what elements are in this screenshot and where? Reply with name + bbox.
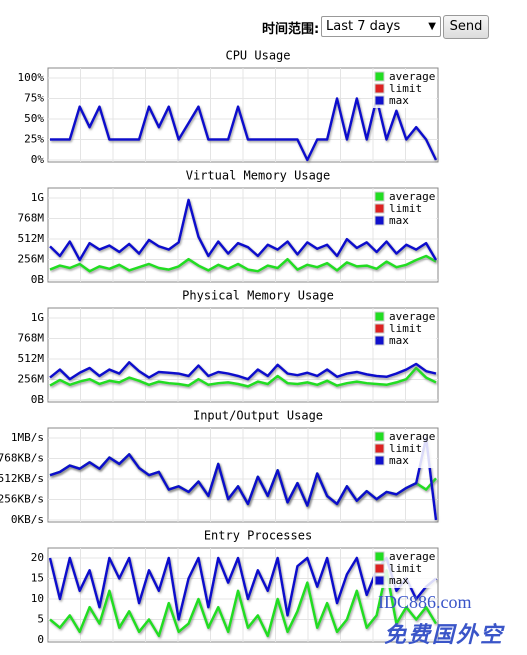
y-tick-label: 0B [31, 393, 45, 406]
y-tick-label: 0% [31, 153, 45, 166]
y-tick-label: 256M [18, 253, 45, 266]
legend-swatch [374, 323, 385, 334]
series-line [49, 366, 437, 388]
legend-label: limit [389, 562, 422, 575]
y-tick-label: 1G [31, 191, 44, 204]
legend-swatch [374, 431, 385, 442]
legend-swatch [374, 575, 385, 586]
chart-title: Input/Output Usage [193, 409, 323, 423]
legend-label: max [389, 214, 409, 227]
series-line [49, 361, 437, 381]
y-tick-label: 512M [18, 232, 45, 245]
y-tick-label: 0 [37, 633, 44, 646]
y-tick-label: 0KB/s [11, 513, 44, 526]
send-button[interactable]: Send [443, 15, 489, 39]
y-tick-label: 5 [37, 613, 44, 626]
y-tick-label: 768M [18, 332, 45, 345]
legend-swatch [374, 215, 385, 226]
range-value: Last 7 days [326, 19, 401, 34]
legend-label: average [389, 550, 435, 563]
series-line [50, 97, 438, 162]
range-select[interactable]: Last 7 days ▼ [321, 16, 441, 37]
legend-label: max [389, 574, 409, 587]
watermark-site: IDC886.com [378, 592, 472, 612]
legend-label: average [389, 430, 435, 443]
legend-swatch [374, 455, 385, 466]
series-line [49, 569, 438, 638]
y-tick-label: 100% [18, 71, 45, 84]
legend-label: limit [389, 202, 422, 215]
y-tick-label: 0B [31, 273, 45, 286]
series-line [48, 556, 437, 621]
legend-swatch [374, 311, 385, 322]
y-tick-label: 512M [18, 352, 45, 365]
legend-label: max [389, 334, 409, 347]
legend-label: max [389, 94, 409, 107]
legend-swatch [374, 71, 385, 82]
y-tick-label: 20 [31, 551, 44, 564]
y-tick-label: 1G [31, 311, 44, 324]
y-tick-label: 256KB/s [0, 493, 44, 506]
y-tick-label: 15 [31, 572, 44, 585]
y-tick-label: 10 [31, 592, 44, 605]
y-tick-label: 768M [18, 212, 45, 225]
y-tick-label: 25% [24, 133, 44, 146]
legend-swatch [374, 443, 385, 454]
legend-label: limit [389, 82, 422, 95]
y-tick-label: 256M [18, 373, 45, 386]
chart-title: Entry Processes [204, 529, 312, 543]
y-tick-label: 768KB/s [0, 452, 44, 465]
legend-label: average [389, 190, 435, 203]
range-label: 时间范围: [262, 22, 320, 37]
legend-swatch [374, 563, 385, 574]
legend-label: average [389, 70, 435, 83]
chart-title: Physical Memory Usage [182, 289, 334, 303]
series-line [49, 436, 438, 521]
legend-label: average [389, 310, 435, 323]
series-line [49, 254, 437, 273]
select-arrow: ▼ [428, 21, 436, 32]
legend-label: limit [389, 442, 422, 455]
legend-swatch [374, 335, 385, 346]
watermark-text: 免费国外空间 [384, 622, 505, 655]
series-line [49, 198, 438, 262]
legend-label: max [389, 454, 409, 467]
legend-swatch [374, 551, 385, 562]
chart-title: CPU Usage [225, 49, 290, 63]
y-tick-label: 512KB/s [0, 472, 44, 485]
legend-swatch [374, 83, 385, 94]
legend-swatch [374, 191, 385, 202]
legend-swatch [374, 95, 385, 106]
y-tick-label: 50% [24, 112, 44, 125]
legend-label: limit [389, 322, 422, 335]
y-tick-label: 75% [24, 92, 44, 105]
legend-swatch [374, 203, 385, 214]
y-tick-label: 1MB/s [11, 431, 44, 444]
chart-title: Virtual Memory Usage [186, 169, 331, 183]
